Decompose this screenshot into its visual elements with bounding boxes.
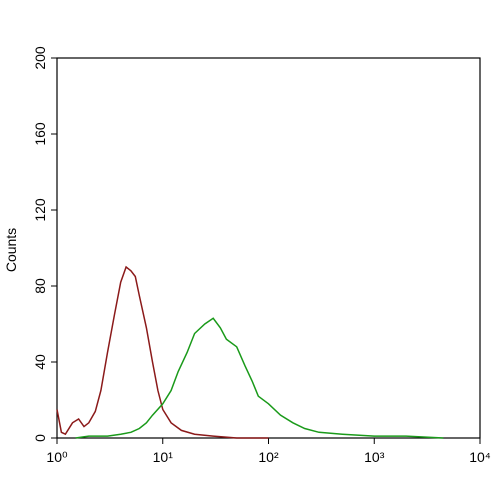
x-tick-label: 10¹ — [153, 449, 174, 465]
x-tick-label: 10³ — [364, 449, 385, 465]
y-tick-label: 160 — [32, 122, 48, 146]
plot-frame — [56, 57, 481, 439]
series-line — [75, 317, 444, 439]
y-tick-label: 0 — [32, 434, 48, 442]
y-axis-label: Counts — [3, 228, 19, 272]
x-tick-label: 10⁰ — [46, 449, 68, 465]
x-tick-label: 10² — [258, 449, 279, 465]
series-line — [56, 265, 269, 439]
y-tick-label: 120 — [32, 198, 48, 222]
y-tick-label: 80 — [32, 278, 48, 294]
x-tick-label: 10⁴ — [469, 449, 491, 465]
y-tick-label: 40 — [32, 354, 48, 370]
y-tick-label: 200 — [32, 46, 48, 70]
